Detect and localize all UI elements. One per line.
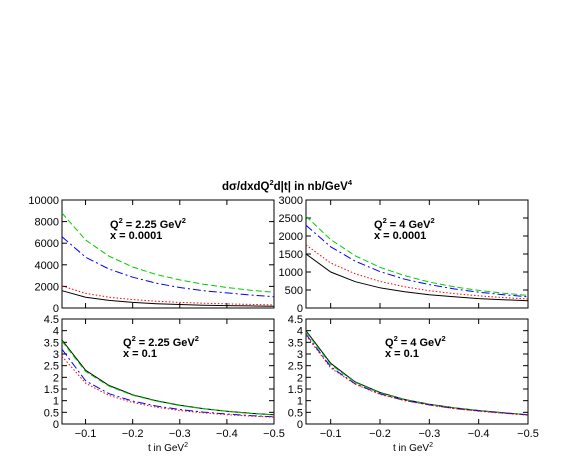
y-tick-label: 500 (285, 285, 303, 297)
panel-q2-label: Q2 = 4 GeV2 (385, 334, 446, 349)
series-line-dotted (61, 355, 275, 418)
x-tick-label: −0.2 (122, 428, 144, 440)
x-tick-label: −0.4 (468, 428, 490, 440)
panel-q2-part: 2 (182, 216, 186, 225)
y-tick-label: 3000 (279, 195, 303, 207)
panel-q2-label: Q2 = 2.25 GeV2 (110, 216, 186, 231)
figure-title-sup1: 2 (269, 178, 273, 187)
x-tick-label: −0.1 (320, 428, 342, 440)
x-axis-label-right-main: t in GeV (393, 443, 429, 454)
series-line-dotted (61, 285, 275, 306)
panel-q2-part: = 4 GeV (387, 219, 431, 231)
panel-q2-part: = 2.25 GeV (136, 337, 196, 349)
panel-bottom-left: 00.511.522.533.544.5−0.1 −0.2 −0.3 −0.4 −0.5… (44, 314, 285, 440)
x-axis-label-right-sup: 2 (429, 442, 433, 449)
y-tick-label: 2.5 (44, 361, 59, 373)
panel-q2-part: 2 (394, 334, 398, 343)
series-line-dashdot (61, 349, 275, 418)
panel-q2-label: Q2 = 2.25 GeV2 (123, 334, 199, 349)
y-tick-label: 0.5 (44, 407, 59, 419)
y-tick-label: 1.5 (44, 384, 59, 396)
series-line-dashdot (305, 333, 529, 416)
y-tick-label: 10000 (28, 195, 59, 207)
y-tick-label: 0 (53, 419, 59, 431)
panel-q2-part: Q (385, 337, 394, 349)
x-axis-label-left-main: t in GeV (148, 443, 184, 454)
panel-q2-label: Q2 = 4 GeV2 (374, 216, 435, 231)
panel-q2-part: 2 (383, 216, 387, 225)
figure-title: dσ/dxdQ2d|t| in nb/GeV4 (222, 178, 353, 193)
x-tick-label: −0.3 (418, 428, 440, 440)
figure-title-main: dσ/dxdQ (222, 181, 270, 193)
series-line-dashed (61, 212, 275, 293)
y-tick-label: 0 (297, 303, 303, 315)
series-line-dashed (61, 340, 275, 416)
panel-x-label: x = 0.0001 (374, 230, 426, 242)
y-tick-label: 4 (53, 326, 59, 338)
y-tick-label: 4 (297, 326, 303, 338)
y-tick-label: 1.5 (288, 384, 303, 396)
series-line-dotted (305, 244, 529, 300)
y-tick-label: 3.5 (44, 337, 59, 349)
panel-q2-part: Q (110, 219, 119, 231)
series-line-solid (61, 290, 275, 307)
panel-q2-part: 2 (195, 334, 199, 343)
y-tick-label: 0 (297, 419, 303, 431)
y-tick-label: 0.5 (288, 407, 303, 419)
series-line-dashed (305, 215, 529, 296)
panel-q2-part: = 4 GeV (398, 337, 442, 349)
y-tick-label: 6000 (35, 238, 59, 250)
y-tick-label: 2 (53, 372, 59, 384)
y-tick-label: 4000 (35, 260, 59, 272)
y-tick-label: 1 (53, 396, 59, 408)
panel-q2-part: 2 (441, 334, 445, 343)
y-tick-label: 4.5 (44, 314, 59, 326)
y-tick-label: 3.5 (288, 337, 303, 349)
x-tick-label: −0.4 (216, 428, 238, 440)
plot-frame (61, 199, 275, 309)
x-tick-label: −0.3 (169, 428, 191, 440)
y-tick-label: 4.5 (288, 314, 303, 326)
plot-frame (61, 318, 275, 425)
series-line-solid (305, 253, 529, 302)
panel-q2-part: 2 (132, 334, 136, 343)
x-axis-label-right: t in GeV2 (393, 442, 433, 454)
y-tick-label: 3 (297, 349, 303, 361)
y-tick-label: 1500 (279, 249, 303, 261)
y-tick-label: 1 (297, 396, 303, 408)
panel-bottom-right: 00.511.522.533.544.5−0.1 −0.2 −0.3 −0.4 −0.5… (288, 314, 539, 440)
y-tick-label: 2 (297, 372, 303, 384)
panel-q2-part: Q (374, 219, 383, 231)
x-tick-label: −0.5 (517, 428, 539, 440)
y-tick-label: 1000 (279, 267, 303, 279)
panel-q2-part: = 2.25 GeV (123, 219, 183, 231)
panel-q2-part: 2 (430, 216, 434, 225)
y-tick-label: 8000 (35, 217, 59, 229)
plot-frame (305, 318, 529, 425)
x-tick-label: −0.5 (263, 428, 285, 440)
panel-q2-part: Q (123, 337, 132, 349)
y-tick-label: 2000 (35, 281, 59, 293)
panel-x-label: x = 0.1 (123, 348, 157, 360)
panel-q2-part: 2 (119, 216, 123, 225)
y-tick-label: 2.5 (288, 361, 303, 373)
y-tick-label: 3 (53, 349, 59, 361)
figure-title-sup2: 4 (348, 178, 353, 187)
figure-title-mid: d|t| in nb/GeV (274, 181, 348, 193)
y-tick-label: 2500 (279, 213, 303, 225)
series-line-dashdot (61, 236, 275, 298)
panel-x-label: x = 0.1 (385, 348, 419, 360)
x-axis-label-left-sup: 2 (184, 442, 188, 449)
x-tick-label: −0.1 (75, 428, 97, 440)
x-tick-label: −0.2 (369, 428, 391, 440)
x-axis-label-left: t in GeV2 (148, 442, 188, 454)
y-tick-label: 2000 (279, 231, 303, 243)
y-tick-label: 0 (53, 303, 59, 315)
panel-x-label: x = 0.0001 (110, 230, 162, 242)
